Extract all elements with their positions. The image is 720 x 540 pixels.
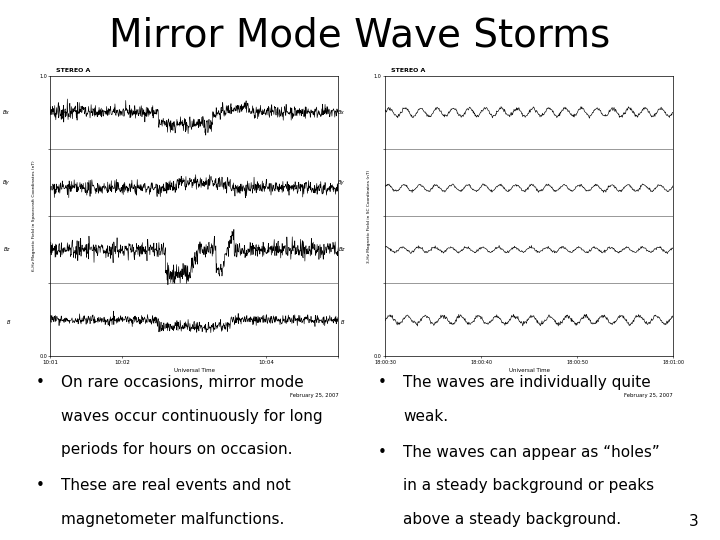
Text: STEREO A: STEREO A xyxy=(56,68,91,73)
Text: Mirror Mode Wave Storms: Mirror Mode Wave Storms xyxy=(109,16,611,54)
X-axis label: Universal Time: Universal Time xyxy=(509,368,549,373)
Text: weak.: weak. xyxy=(403,409,449,424)
Text: •: • xyxy=(36,375,45,390)
Text: February 25, 2007: February 25, 2007 xyxy=(624,393,673,398)
Text: By: By xyxy=(4,180,10,185)
Text: magnetometer malfunctions.: magnetometer malfunctions. xyxy=(61,512,284,527)
Text: These are real events and not: These are real events and not xyxy=(61,478,291,494)
Text: above a steady background.: above a steady background. xyxy=(403,512,621,527)
Text: The waves can appear as “holes”: The waves can appear as “holes” xyxy=(403,445,660,460)
X-axis label: Universal Time: Universal Time xyxy=(174,368,215,373)
Text: Bz: Bz xyxy=(338,247,345,252)
Text: Bx: Bx xyxy=(338,110,345,114)
Text: 3: 3 xyxy=(688,514,698,529)
Text: B: B xyxy=(341,320,345,325)
Text: February 25, 2007: February 25, 2007 xyxy=(289,393,338,398)
Text: Bz: Bz xyxy=(4,247,10,252)
Y-axis label: 6-Hz Magnetic Field in Spacecraft Coordinates (nT): 6-Hz Magnetic Field in Spacecraft Coordi… xyxy=(32,161,37,271)
Text: On rare occasions, mirror mode: On rare occasions, mirror mode xyxy=(61,375,304,390)
Text: By: By xyxy=(338,180,345,185)
Text: in a steady background or peaks: in a steady background or peaks xyxy=(403,478,654,494)
Text: waves occur continuously for long: waves occur continuously for long xyxy=(61,409,323,424)
Text: •: • xyxy=(36,478,45,494)
Text: STEREO A: STEREO A xyxy=(391,68,426,73)
Text: •: • xyxy=(378,445,387,460)
Text: periods for hours on occasion.: periods for hours on occasion. xyxy=(61,442,293,457)
Text: •: • xyxy=(378,375,387,390)
Text: The waves are individually quite: The waves are individually quite xyxy=(403,375,651,390)
Y-axis label: 3-Hz Magnetic Field in SC Coordinates (nT): 3-Hz Magnetic Field in SC Coordinates (n… xyxy=(367,170,372,262)
Text: B: B xyxy=(6,320,10,325)
Text: Bx: Bx xyxy=(4,110,10,114)
